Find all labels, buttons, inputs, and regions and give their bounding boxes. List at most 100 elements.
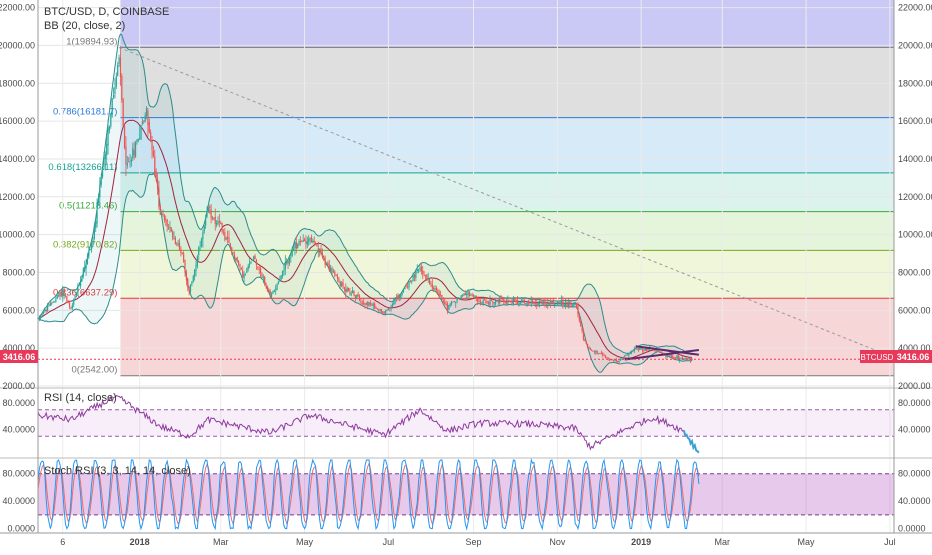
candle-body <box>407 287 409 289</box>
candle-body <box>673 357 675 359</box>
rsi-legend[interactable]: RSI (14, close) <box>44 392 117 404</box>
candle-body <box>369 303 372 305</box>
y-tick-label-right: 4000.00 <box>898 343 931 353</box>
candle-body <box>259 268 262 274</box>
candle-body <box>677 355 679 360</box>
candle-body <box>144 115 146 122</box>
candle-body <box>387 307 389 310</box>
candle-body <box>328 264 330 271</box>
y-tick-label-left: 14000.00 <box>0 154 35 164</box>
candle-body <box>676 355 678 359</box>
candle-body <box>596 350 598 354</box>
candle-body <box>560 300 563 305</box>
candle-body <box>123 125 126 148</box>
triangle-lower-line[interactable] <box>624 349 700 361</box>
candle-body <box>597 353 600 355</box>
candle-body <box>59 292 61 297</box>
candle-body <box>319 249 321 253</box>
candle-body <box>525 303 527 305</box>
candle-body <box>162 213 164 215</box>
stoch-legend[interactable]: Stoch RSI (3, 3, 14, 14, close) <box>44 465 191 477</box>
y-tick-label-right: 0.0000 <box>898 524 926 534</box>
stoch-rsi-pane <box>0 457 932 531</box>
candle-body <box>499 298 501 303</box>
triangle-upper-line[interactable] <box>635 345 700 356</box>
candle-body <box>196 256 198 267</box>
candle-body <box>625 355 627 356</box>
candle-body <box>297 243 299 249</box>
candle-body <box>482 300 484 305</box>
candle-body <box>523 300 525 304</box>
candle-body <box>77 285 79 293</box>
candle-body <box>456 297 458 302</box>
rsi-projection-line <box>682 430 700 454</box>
candle-body <box>453 301 455 303</box>
candle-body <box>343 287 346 290</box>
candle-body <box>268 289 270 292</box>
candle-body <box>99 184 101 198</box>
candle-body <box>552 301 554 305</box>
candle-body <box>317 248 319 253</box>
candle-body <box>532 301 534 304</box>
y-tick-label-left: 22000.00 <box>0 3 35 13</box>
candle-body <box>48 304 50 306</box>
candle-body <box>559 302 561 305</box>
candle-body <box>364 303 366 305</box>
candle-body <box>492 301 494 303</box>
candle-body <box>585 341 587 344</box>
candle-body <box>265 284 267 287</box>
candlestick-series <box>37 46 693 364</box>
candle-body <box>441 295 443 300</box>
candle-body <box>288 257 291 264</box>
right-price-badge-label: 3416.06 <box>897 352 930 362</box>
trend-line[interactable] <box>118 47 895 359</box>
candle-body <box>206 211 208 217</box>
candle-body <box>592 350 594 352</box>
drawings[interactable] <box>38 47 895 361</box>
candle-body <box>195 264 197 272</box>
x-tick-label: 6 <box>60 537 65 547</box>
candle-body <box>178 242 181 250</box>
y-tick-label-right: 20000.00 <box>898 40 932 50</box>
fib-zone <box>120 172 894 212</box>
candle-body <box>558 302 560 304</box>
candle-body <box>194 269 196 277</box>
candle-body <box>96 202 98 224</box>
candle-body <box>199 245 201 247</box>
candle-body <box>52 302 54 304</box>
stoch-k-line <box>37 458 700 531</box>
candle-body <box>60 291 62 296</box>
candle-body <box>174 238 176 245</box>
candle-body <box>163 215 166 221</box>
candle-body <box>325 263 328 266</box>
candle-body <box>108 126 111 131</box>
candle-body <box>640 348 642 350</box>
candle-body <box>691 358 693 361</box>
candle-body <box>347 287 350 292</box>
candle-body <box>88 250 90 256</box>
candle-body <box>222 232 225 234</box>
candle-body <box>584 339 586 341</box>
candle-body <box>543 301 545 304</box>
candle-body <box>637 348 640 351</box>
candle-body <box>569 301 571 305</box>
candle-body <box>365 302 367 305</box>
candle-body <box>439 294 442 296</box>
candle-body <box>496 300 498 302</box>
candle-body <box>613 359 615 361</box>
y-tick-label-right: 16000.00 <box>898 116 932 126</box>
grid-lines <box>38 0 894 533</box>
candle-body <box>372 303 374 306</box>
candle-body <box>169 226 171 228</box>
candle-body <box>119 57 122 77</box>
candle-body <box>224 232 226 240</box>
candle-body <box>586 343 589 347</box>
bb-legend[interactable]: BB (20, close, 2) <box>44 20 125 32</box>
candle-body <box>302 239 304 242</box>
candle-body <box>358 295 361 301</box>
candle-body <box>92 239 94 244</box>
candle-body <box>213 217 215 219</box>
candle-body <box>86 255 89 264</box>
candle-body <box>563 304 565 306</box>
